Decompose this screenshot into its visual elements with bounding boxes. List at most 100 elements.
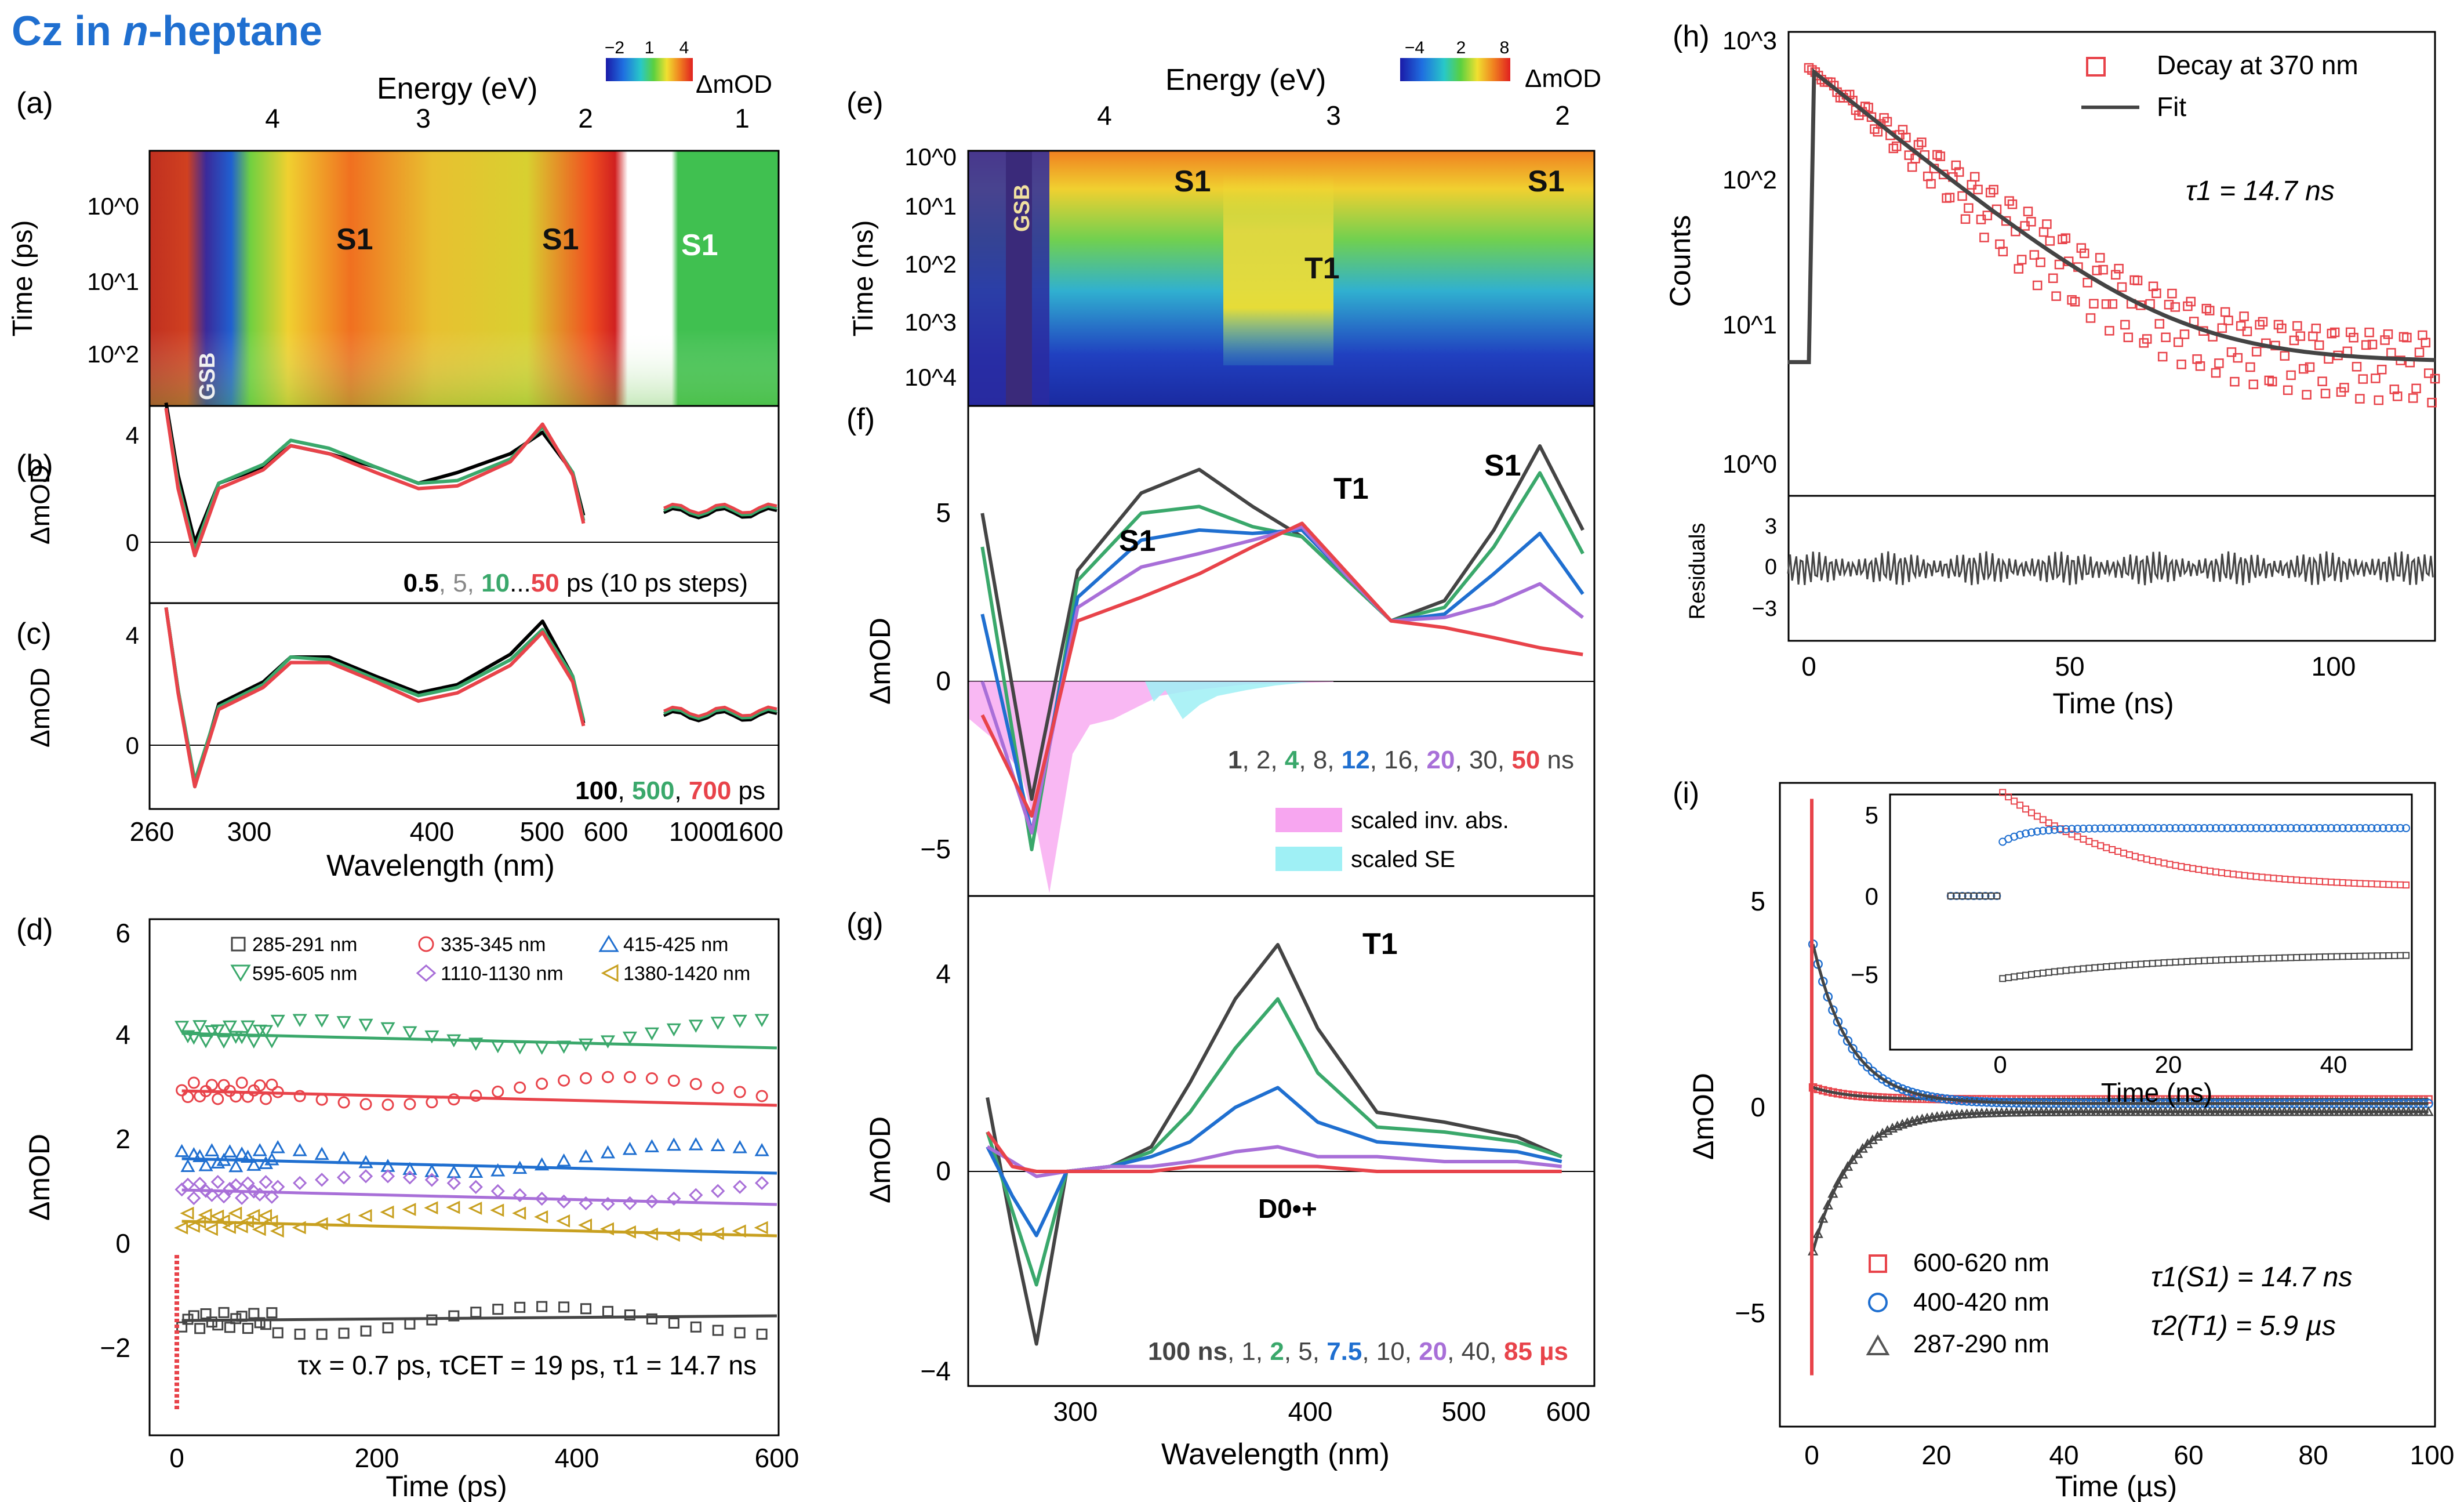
- data-point: [293, 1090, 306, 1102]
- data-point: [424, 1030, 439, 1044]
- data-point: [490, 1163, 506, 1177]
- data-point: [2364, 327, 2374, 338]
- data-point: [601, 1196, 615, 1211]
- xtick: 300: [1053, 1396, 1098, 1427]
- fit-line-287-290 nm: [1811, 1110, 2429, 1252]
- data-point: [2132, 275, 2143, 285]
- annotation-t1: T1: [1362, 927, 1398, 961]
- data-point: [314, 1217, 328, 1231]
- data-point: [2089, 299, 2099, 309]
- ytick: 10^2: [904, 251, 957, 278]
- data-point: [2258, 824, 2266, 833]
- data-point: [192, 1149, 208, 1162]
- data-point: [2345, 327, 2356, 338]
- data-point: [1891, 142, 1902, 151]
- data-point: [2206, 824, 2215, 833]
- ytick: 10^1: [1722, 311, 1777, 339]
- series-line-500-ps: [164, 607, 586, 783]
- data-point: [218, 1307, 230, 1318]
- annotation-gsb: GSB: [1010, 184, 1034, 232]
- data-point: [710, 1017, 725, 1030]
- data-point: [2374, 395, 2384, 405]
- data-point: [1942, 193, 1951, 203]
- data-point: [241, 1090, 254, 1103]
- panel-e-label: (e): [846, 86, 884, 120]
- data-point: [198, 1184, 213, 1198]
- energy-tick: 2: [1555, 100, 1570, 130]
- data-point: [580, 1303, 592, 1315]
- data-point: [2058, 234, 2067, 245]
- data-point: [513, 1042, 528, 1055]
- data-point: [755, 1176, 769, 1191]
- data-point: [2179, 329, 2190, 339]
- data-point: [198, 1158, 213, 1171]
- data-point: [579, 1196, 593, 1211]
- legend-square-icon: [231, 937, 246, 952]
- data-point: [210, 1155, 226, 1169]
- data-point: [2310, 824, 2318, 833]
- data-point: [578, 1149, 594, 1163]
- legend-triangle-left-icon: [601, 964, 619, 982]
- legend-part: 100: [575, 777, 617, 805]
- data-point: [222, 1144, 237, 1158]
- data-point: [2176, 360, 2186, 369]
- data-point: [733, 1086, 746, 1098]
- data-point: [2083, 278, 2092, 288]
- data-point: [2054, 259, 2065, 270]
- data-point: [230, 1313, 242, 1325]
- data-point: [2029, 250, 2040, 260]
- data-point: [600, 1145, 616, 1159]
- data-point: [1989, 184, 1998, 195]
- data-point: [2233, 353, 2243, 363]
- data-point: [1898, 125, 1908, 135]
- data-point: [2255, 320, 2265, 330]
- data-point: [2092, 266, 2102, 275]
- series-line-85-µs: [986, 1131, 1562, 1173]
- data-point: [264, 1189, 279, 1204]
- panel-a-energy-label: Energy (eV): [377, 72, 537, 106]
- data-point: [180, 1206, 194, 1220]
- data-point: [358, 1209, 372, 1222]
- data-point: [448, 1093, 460, 1106]
- series-line-7.5-µs: [986, 1086, 1562, 1238]
- plot-g-lines: [986, 943, 1562, 1346]
- data-point: [2411, 383, 2421, 394]
- data-point: [512, 1206, 526, 1220]
- ytick: 10^1: [87, 268, 139, 295]
- fit-line-1380-1420 nm: [181, 1220, 777, 1238]
- ytick: 4: [126, 422, 139, 449]
- data-point: [258, 1025, 274, 1039]
- data-point: [426, 1314, 438, 1326]
- data-point: [206, 1316, 217, 1328]
- data-point: [404, 1318, 416, 1330]
- panel-h-label: (h): [1673, 20, 1710, 53]
- xtick: 500: [1442, 1396, 1487, 1427]
- data-point: [2251, 347, 2262, 357]
- data-point: [336, 1151, 351, 1164]
- data-point: [2051, 291, 2061, 301]
- data-point: [2421, 338, 2431, 348]
- data-point: [2014, 264, 2024, 274]
- ytick: 4: [936, 959, 951, 989]
- data-point: [2402, 824, 2411, 832]
- fit-line: [1788, 68, 2436, 364]
- data-point: [688, 1137, 703, 1151]
- data-point: [2048, 273, 2058, 284]
- data-point: [2101, 299, 2112, 309]
- data-point: [558, 1301, 570, 1313]
- data-point: [358, 1169, 373, 1184]
- energy-tick: 4: [265, 103, 280, 133]
- data-point: [2217, 323, 2227, 333]
- ytick: 0: [1765, 555, 1777, 579]
- data-point: [2117, 282, 2127, 292]
- data-point: [2355, 394, 2365, 404]
- data-point: [624, 1309, 635, 1320]
- xtick: 0: [169, 1443, 184, 1473]
- data-point: [446, 1200, 460, 1214]
- data-point: [667, 1075, 680, 1087]
- data-point: [224, 1322, 235, 1333]
- data-point: [1969, 172, 1980, 182]
- data-point: [337, 1096, 350, 1109]
- colorbar-a: [606, 58, 693, 81]
- data-point: [1935, 151, 1946, 161]
